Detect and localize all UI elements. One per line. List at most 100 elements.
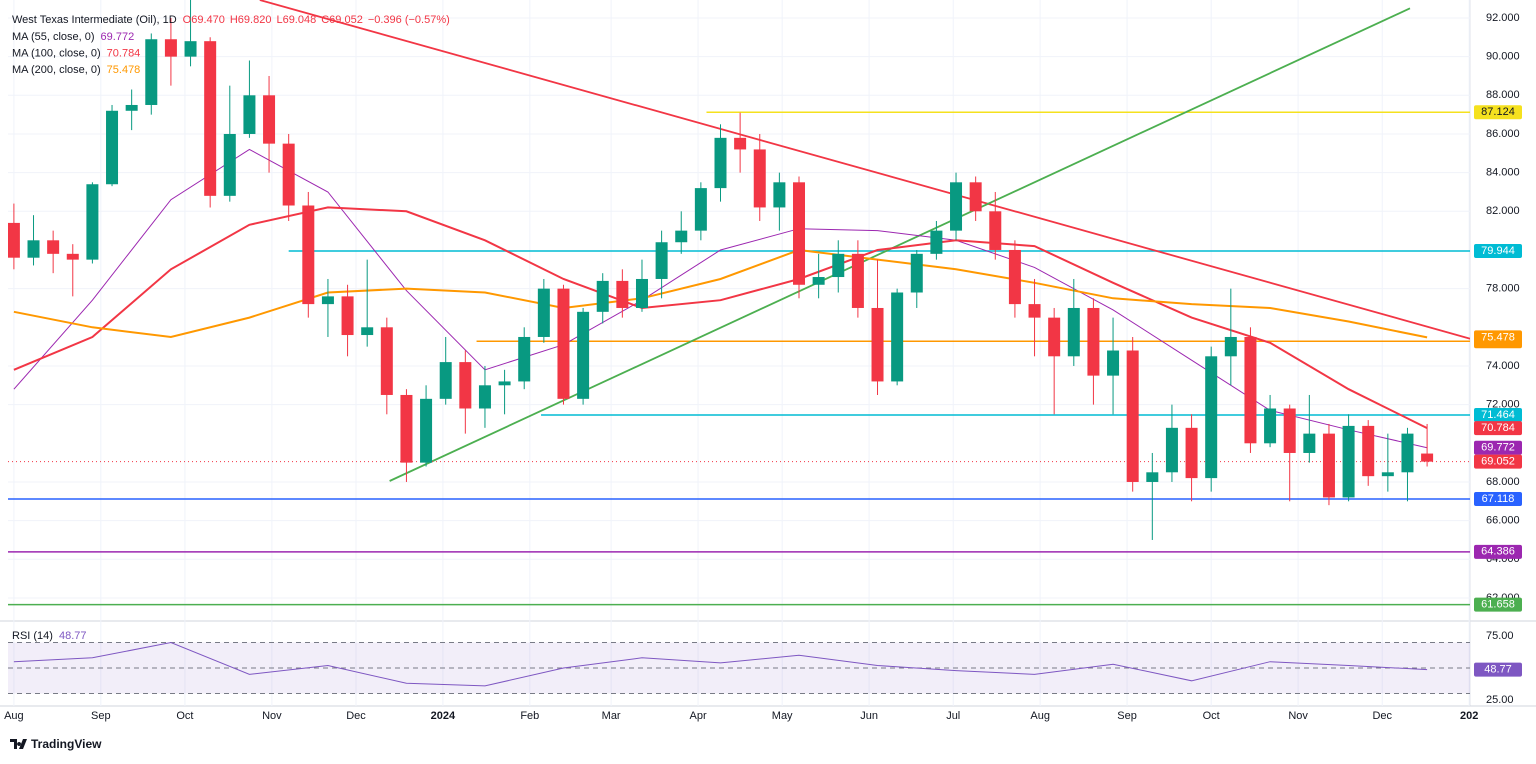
y-tick-label: 78.000 — [1486, 283, 1520, 295]
rsi-legend-name: RSI (14) — [12, 630, 53, 642]
candle-body — [1342, 425, 1355, 498]
trendline — [259, 0, 1470, 340]
ohlc-value: H69.820 — [230, 14, 272, 26]
candle-body — [498, 381, 511, 386]
header-title: West Texas Intermediate (Oil), 1D — [12, 14, 177, 26]
y-tick-label: 68.000 — [1486, 476, 1520, 488]
candle-body — [812, 277, 825, 285]
price-badge — [1474, 330, 1522, 345]
candle-body — [8, 222, 20, 258]
candle-body — [66, 253, 79, 260]
x-tick-label: Oct — [1203, 710, 1220, 722]
candle-body — [106, 110, 119, 185]
candle-body — [969, 182, 982, 212]
candle-body — [1224, 336, 1237, 357]
x-tick-label: Nov — [262, 710, 282, 722]
brand-logo — [10, 739, 27, 749]
x-tick-label: Sep — [91, 710, 111, 722]
price-badge-label: 64.386 — [1481, 546, 1515, 558]
candle-body — [675, 230, 688, 243]
candle-body — [1244, 336, 1257, 444]
candle-body — [125, 104, 138, 111]
x-tick-label: Aug — [1030, 710, 1050, 722]
price-badge — [1474, 597, 1522, 612]
price-badge — [1474, 454, 1522, 469]
candle-body — [793, 182, 806, 285]
ma-legend-value: 69.772 — [101, 31, 135, 43]
candle-body — [1146, 472, 1159, 482]
candle-body — [263, 95, 276, 144]
candle-body — [145, 39, 158, 105]
price-badge — [1474, 407, 1522, 422]
price-badge-label: 48.77 — [1484, 664, 1512, 676]
x-tick-label: Jun — [860, 710, 878, 722]
x-tick-label: 2024 — [431, 710, 456, 722]
price-badge — [1474, 492, 1522, 507]
x-tick-label: Dec — [1372, 710, 1392, 722]
ma-legend-name: MA (55, close, 0) — [12, 31, 95, 43]
price-badge — [1474, 421, 1522, 436]
x-tick-label: Sep — [1117, 710, 1137, 722]
candle-body — [47, 240, 60, 254]
y-tick-label: 82.000 — [1486, 205, 1520, 217]
candle-body — [851, 253, 864, 308]
candle-body — [734, 137, 747, 150]
legend: West Texas Intermediate (Oil), 1D O69.47… — [12, 14, 450, 642]
candle-body — [832, 253, 845, 278]
candle-body — [753, 149, 766, 208]
ma-legend-value: 70.784 — [107, 47, 141, 59]
y-tick-label: 84.000 — [1486, 167, 1520, 179]
candle-body — [1087, 307, 1100, 376]
price-badge — [1474, 662, 1522, 677]
candle-body — [1381, 472, 1394, 477]
candle-body — [478, 385, 491, 409]
candle-body — [282, 143, 295, 206]
candle-body — [930, 230, 943, 254]
y-tick-label: 66.000 — [1486, 515, 1520, 527]
moving-average — [13, 248, 1428, 339]
y-tick-label: 92.000 — [1486, 12, 1520, 24]
x-tick-label: Oct — [176, 710, 193, 722]
x-tick-label: Feb — [520, 710, 539, 722]
price-badge-label: 69.052 — [1481, 456, 1515, 468]
candle-body — [1264, 408, 1277, 444]
candle-body — [635, 278, 648, 308]
candle-body — [989, 211, 1002, 250]
candle-body — [714, 137, 727, 189]
x-tick-label: Jul — [946, 710, 960, 722]
ohlc-value: O69.470 — [183, 14, 225, 26]
price-badge-label: 79.944 — [1481, 245, 1515, 257]
candle-body — [1421, 453, 1434, 462]
price-badge-label: 69.772 — [1481, 442, 1515, 454]
x-tick-label: Nov — [1288, 710, 1308, 722]
candle-body — [694, 188, 707, 231]
candle-body — [871, 307, 884, 382]
rsi-pane — [8, 641, 1470, 695]
price-badge-label: 67.118 — [1482, 493, 1515, 505]
axes: Aug Sep Oct Nov Dec 2024 Feb Mar Apr May Jun Jul Aug… — [4, 12, 1522, 722]
candle-body — [557, 288, 570, 399]
candle-body — [1362, 425, 1375, 477]
price-badge — [1474, 440, 1522, 455]
candle-body — [420, 398, 433, 463]
candle-body — [243, 95, 256, 134]
price-badge — [1474, 244, 1522, 259]
y-tick-label: 86.000 — [1486, 128, 1520, 140]
x-tick-label: Aug — [4, 710, 24, 722]
candle-body — [655, 242, 668, 279]
candle-body — [1303, 433, 1316, 453]
candle-body — [302, 205, 315, 305]
candle-body — [1185, 427, 1198, 479]
candle-body — [537, 288, 550, 337]
moving-average — [13, 206, 1428, 429]
price-badge-label: 75.478 — [1481, 331, 1515, 343]
brand: TradingView — [10, 737, 102, 751]
candle-body — [773, 182, 786, 208]
x-tick-label: Apr — [689, 710, 706, 722]
ma-legend-name: MA (200, close, 0) — [12, 64, 101, 76]
candle-body — [164, 39, 177, 57]
candle-body — [577, 311, 590, 399]
candle-body — [1322, 433, 1335, 498]
candle-body — [518, 336, 531, 382]
